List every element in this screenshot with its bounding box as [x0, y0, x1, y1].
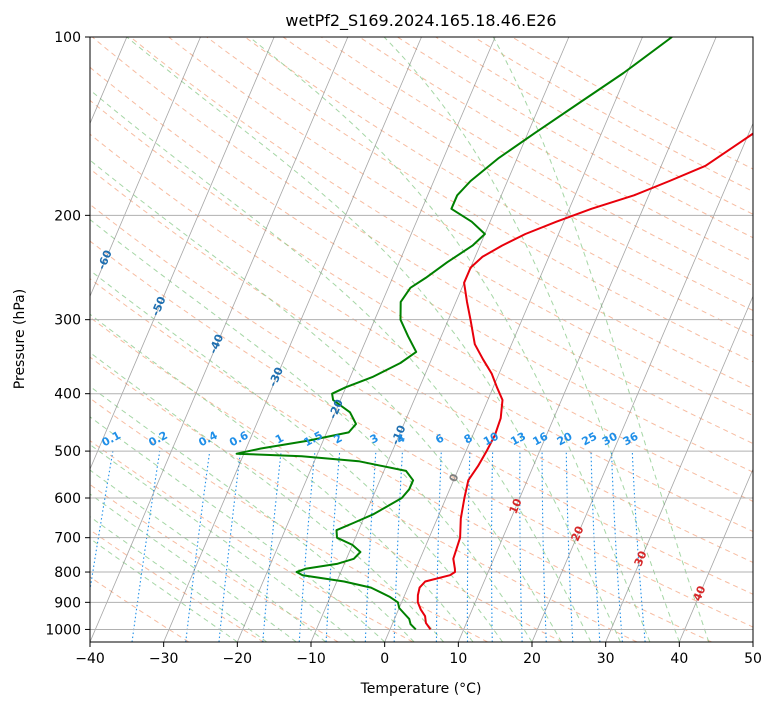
- mixing-ratio-label: 36: [621, 430, 641, 449]
- mixing-ratio-label: 16: [531, 430, 551, 449]
- profile-series: [235, 37, 753, 631]
- dry-adiabat-line: [90, 66, 753, 473]
- x-tick-label: −10: [296, 651, 326, 667]
- x-tick-label: 30: [597, 651, 615, 667]
- mixing-ratio-label: 20: [555, 430, 575, 449]
- y-tick-label: 800: [54, 565, 81, 581]
- mixing-ratio-line: [218, 451, 242, 642]
- moist-adiabat-line: [90, 269, 503, 642]
- dry-adiabat-line: [90, 168, 753, 563]
- y-tick-label: 600: [54, 491, 81, 507]
- isotherm-line: [605, 295, 753, 642]
- x-tick-label: 0: [380, 651, 389, 667]
- y-tick-label: 900: [54, 595, 81, 611]
- isotherm-label: 10: [507, 496, 525, 515]
- mixing-ratio-label: 10: [481, 430, 501, 449]
- moist-adiabat-line: [492, 37, 710, 642]
- isotherm-line: [90, 37, 275, 471]
- moist-adiabat-line: [90, 516, 268, 642]
- moist-adiabat-line: [90, 537, 238, 642]
- y-tick-label: 500: [54, 444, 81, 460]
- isotherm-label: 30: [632, 549, 650, 568]
- isotherm-label: 40: [691, 584, 709, 603]
- mixing-ratio-line: [262, 451, 282, 642]
- dry-adiabat-line: [282, 37, 753, 312]
- dry-adiabat-line: [90, 356, 563, 642]
- mixing-ratio-label: 30: [600, 430, 620, 449]
- mixing-ratio-label: 13: [508, 430, 528, 449]
- isotherm-line: [163, 37, 422, 642]
- mixing-ratio-line: [298, 451, 316, 642]
- moist-adiabat-line: [90, 351, 444, 642]
- moist-adiabat-line: [126, 37, 621, 642]
- dry-adiabat-line: [90, 240, 753, 628]
- temperature-profile-line: [416, 132, 753, 630]
- isotherm-label: 20: [569, 524, 587, 543]
- isotherm-line: [457, 37, 717, 642]
- y-tick-label: 100: [54, 30, 81, 46]
- x-tick-label: 50: [744, 651, 762, 667]
- isotherm-line: [678, 468, 753, 642]
- y-tick-label: 700: [54, 531, 81, 547]
- chart-title: wetPf2_S169.2024.165.18.46.E26: [285, 11, 556, 31]
- dry-adiabat-line: [90, 483, 339, 642]
- dry-adiabat-line: [130, 37, 753, 417]
- moist-adiabat-line: [90, 493, 297, 642]
- plot-frame: [89, 36, 754, 643]
- x-tick-label: −40: [75, 651, 105, 667]
- moist-adiabat-line: [90, 313, 474, 642]
- dewpoint-profile-line: [235, 37, 673, 631]
- dry-adiabat-line: [90, 133, 753, 533]
- isotherm-line: [310, 37, 570, 642]
- y-tick-label: 200: [54, 208, 81, 224]
- isotherm-line: [90, 37, 349, 642]
- y-tick-label: 300: [54, 313, 81, 329]
- moist-adiabat-line: [249, 37, 651, 642]
- moist-adiabats: [90, 37, 710, 642]
- y-axis-ticks: 1000 900 800 700 600 500 400 300 200 100: [45, 30, 90, 638]
- moist-adiabat-line: [383, 37, 680, 642]
- y-tick-label: 1000: [45, 622, 81, 638]
- x-axis-ticks: −40 −30 −20 −10 0 10 20 30 40 50: [75, 642, 762, 667]
- isotherm-line: [236, 37, 496, 642]
- x-tick-label: 40: [670, 651, 688, 667]
- mixing-ratio-label: 25: [580, 430, 600, 449]
- moist-adiabat-line: [90, 159, 562, 642]
- x-tick-label: 20: [523, 651, 541, 667]
- x-axis-label: Temperature (°C): [360, 681, 482, 697]
- pressure-gridlines: [90, 37, 753, 630]
- mixing-ratio-line: [631, 451, 646, 642]
- mixing-ratio-line: [185, 451, 211, 642]
- moist-adiabat-line: [90, 89, 592, 642]
- x-tick-label: −30: [149, 651, 179, 667]
- y-axis-label: Pressure (hPa): [12, 289, 28, 389]
- dry-adiabat-line: [90, 203, 753, 595]
- x-tick-label: −20: [223, 651, 253, 667]
- x-tick-label: 10: [449, 651, 467, 667]
- isotherm-line: [90, 37, 201, 298]
- dry-adiabat-line: [90, 397, 488, 642]
- isotherm-line: [384, 37, 643, 642]
- y-tick-label: 400: [54, 387, 81, 403]
